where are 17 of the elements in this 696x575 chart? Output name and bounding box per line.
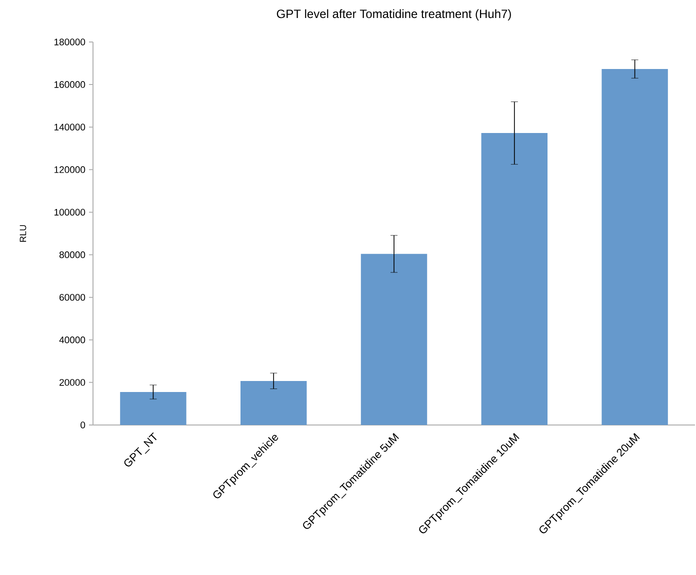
bar — [481, 133, 548, 425]
y-tick-label: 120000 — [54, 166, 86, 174]
y-tick-label: 140000 — [54, 124, 86, 130]
y-tick-label: 80000 — [59, 251, 86, 258]
y-tick-label: 60000 — [60, 294, 86, 301]
bar — [602, 69, 668, 425]
bar — [360, 254, 428, 425]
y-axis-title: RLU — [20, 225, 26, 242]
y-tick-label: 0 — [80, 422, 86, 428]
y-tick-label: 160000 — [54, 81, 86, 88]
y-tick-label: 20000 — [60, 379, 86, 386]
bar — [240, 380, 307, 425]
bar — [120, 392, 186, 425]
y-tick-label: 40000 — [59, 336, 86, 344]
chart-title: GPT level after Tomatidine treatment (Huh7) — [276, 9, 511, 20]
y-tick-label: 180000 — [54, 38, 86, 46]
y-tick-label: 100000 — [54, 208, 86, 216]
